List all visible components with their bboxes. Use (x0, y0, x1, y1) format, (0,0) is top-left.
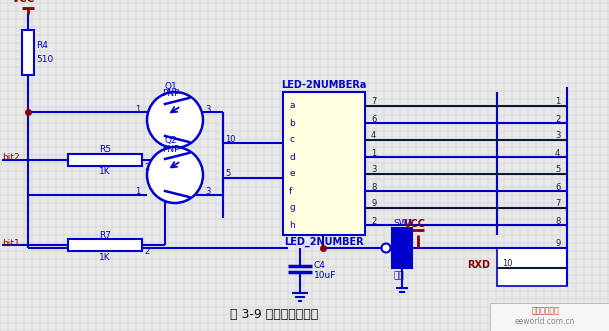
Text: 1K: 1K (99, 253, 111, 261)
Text: 3: 3 (205, 105, 210, 114)
Text: d: d (289, 153, 295, 162)
Text: 2: 2 (144, 163, 149, 171)
Text: 2: 2 (144, 248, 149, 257)
Text: 4: 4 (371, 131, 376, 140)
Text: PNP: PNP (162, 145, 180, 154)
Circle shape (381, 244, 390, 253)
Text: R4: R4 (36, 41, 48, 50)
Text: 电子工程世界: 电子工程世界 (531, 307, 559, 315)
Text: 1: 1 (555, 98, 560, 107)
Text: RXD: RXD (467, 260, 490, 270)
Text: 9: 9 (555, 240, 560, 249)
Text: 5: 5 (555, 166, 560, 174)
Text: b: b (289, 118, 295, 127)
Text: 6: 6 (555, 182, 560, 192)
Text: 7: 7 (371, 98, 376, 107)
Bar (68, 239, 142, 251)
Text: 图 3-9 数码管显示电路: 图 3-9 数码管显示电路 (230, 308, 318, 321)
Text: 4: 4 (555, 149, 560, 158)
Text: 3: 3 (555, 131, 560, 140)
Text: R5: R5 (99, 146, 111, 155)
Text: 5: 5 (225, 169, 230, 178)
Bar (68, 154, 142, 166)
Text: PNP: PNP (162, 89, 180, 99)
Text: 9: 9 (371, 200, 376, 209)
Text: g: g (289, 204, 295, 213)
Text: VCC: VCC (404, 219, 426, 229)
Circle shape (147, 92, 203, 148)
Text: 2: 2 (371, 216, 376, 225)
Text: bit1: bit1 (2, 239, 19, 248)
Text: C4: C4 (314, 261, 326, 270)
Text: 10: 10 (225, 134, 236, 144)
Text: c: c (289, 135, 294, 145)
Text: VCC: VCC (12, 0, 35, 4)
Circle shape (147, 147, 203, 203)
Text: 6: 6 (371, 115, 376, 123)
Text: 7: 7 (555, 200, 560, 209)
Bar (283, 92, 365, 235)
Bar (22, 30, 34, 75)
Text: LED_2NUMBER: LED_2NUMBER (284, 237, 364, 247)
Text: 510: 510 (36, 55, 53, 64)
Text: LED-2NUMBERa: LED-2NUMBERa (281, 80, 367, 90)
Text: 1K: 1K (99, 167, 111, 176)
Bar (497, 248, 567, 286)
Text: 复位: 复位 (393, 271, 404, 280)
Text: 1: 1 (135, 187, 140, 197)
Text: 8: 8 (555, 216, 560, 225)
Text: f: f (289, 186, 292, 196)
Text: 1: 1 (135, 105, 140, 114)
Text: SW1: SW1 (393, 219, 414, 228)
Bar (490, 303, 609, 331)
Text: bit2: bit2 (2, 154, 19, 163)
Bar (392, 228, 412, 268)
Text: a: a (289, 102, 295, 111)
Text: 3: 3 (205, 187, 210, 197)
Text: 3: 3 (371, 166, 376, 174)
Text: 8: 8 (371, 182, 376, 192)
Text: 10uF: 10uF (314, 271, 336, 280)
Text: e: e (289, 169, 295, 178)
Text: h: h (289, 220, 295, 229)
Text: Q2: Q2 (164, 136, 177, 146)
Text: 10: 10 (502, 260, 513, 268)
Text: 1: 1 (371, 149, 376, 158)
Text: eeworld.com.cn: eeworld.com.cn (515, 316, 575, 325)
Text: Q1: Q1 (164, 81, 177, 90)
Text: 2: 2 (555, 115, 560, 123)
Text: R7: R7 (99, 230, 111, 240)
